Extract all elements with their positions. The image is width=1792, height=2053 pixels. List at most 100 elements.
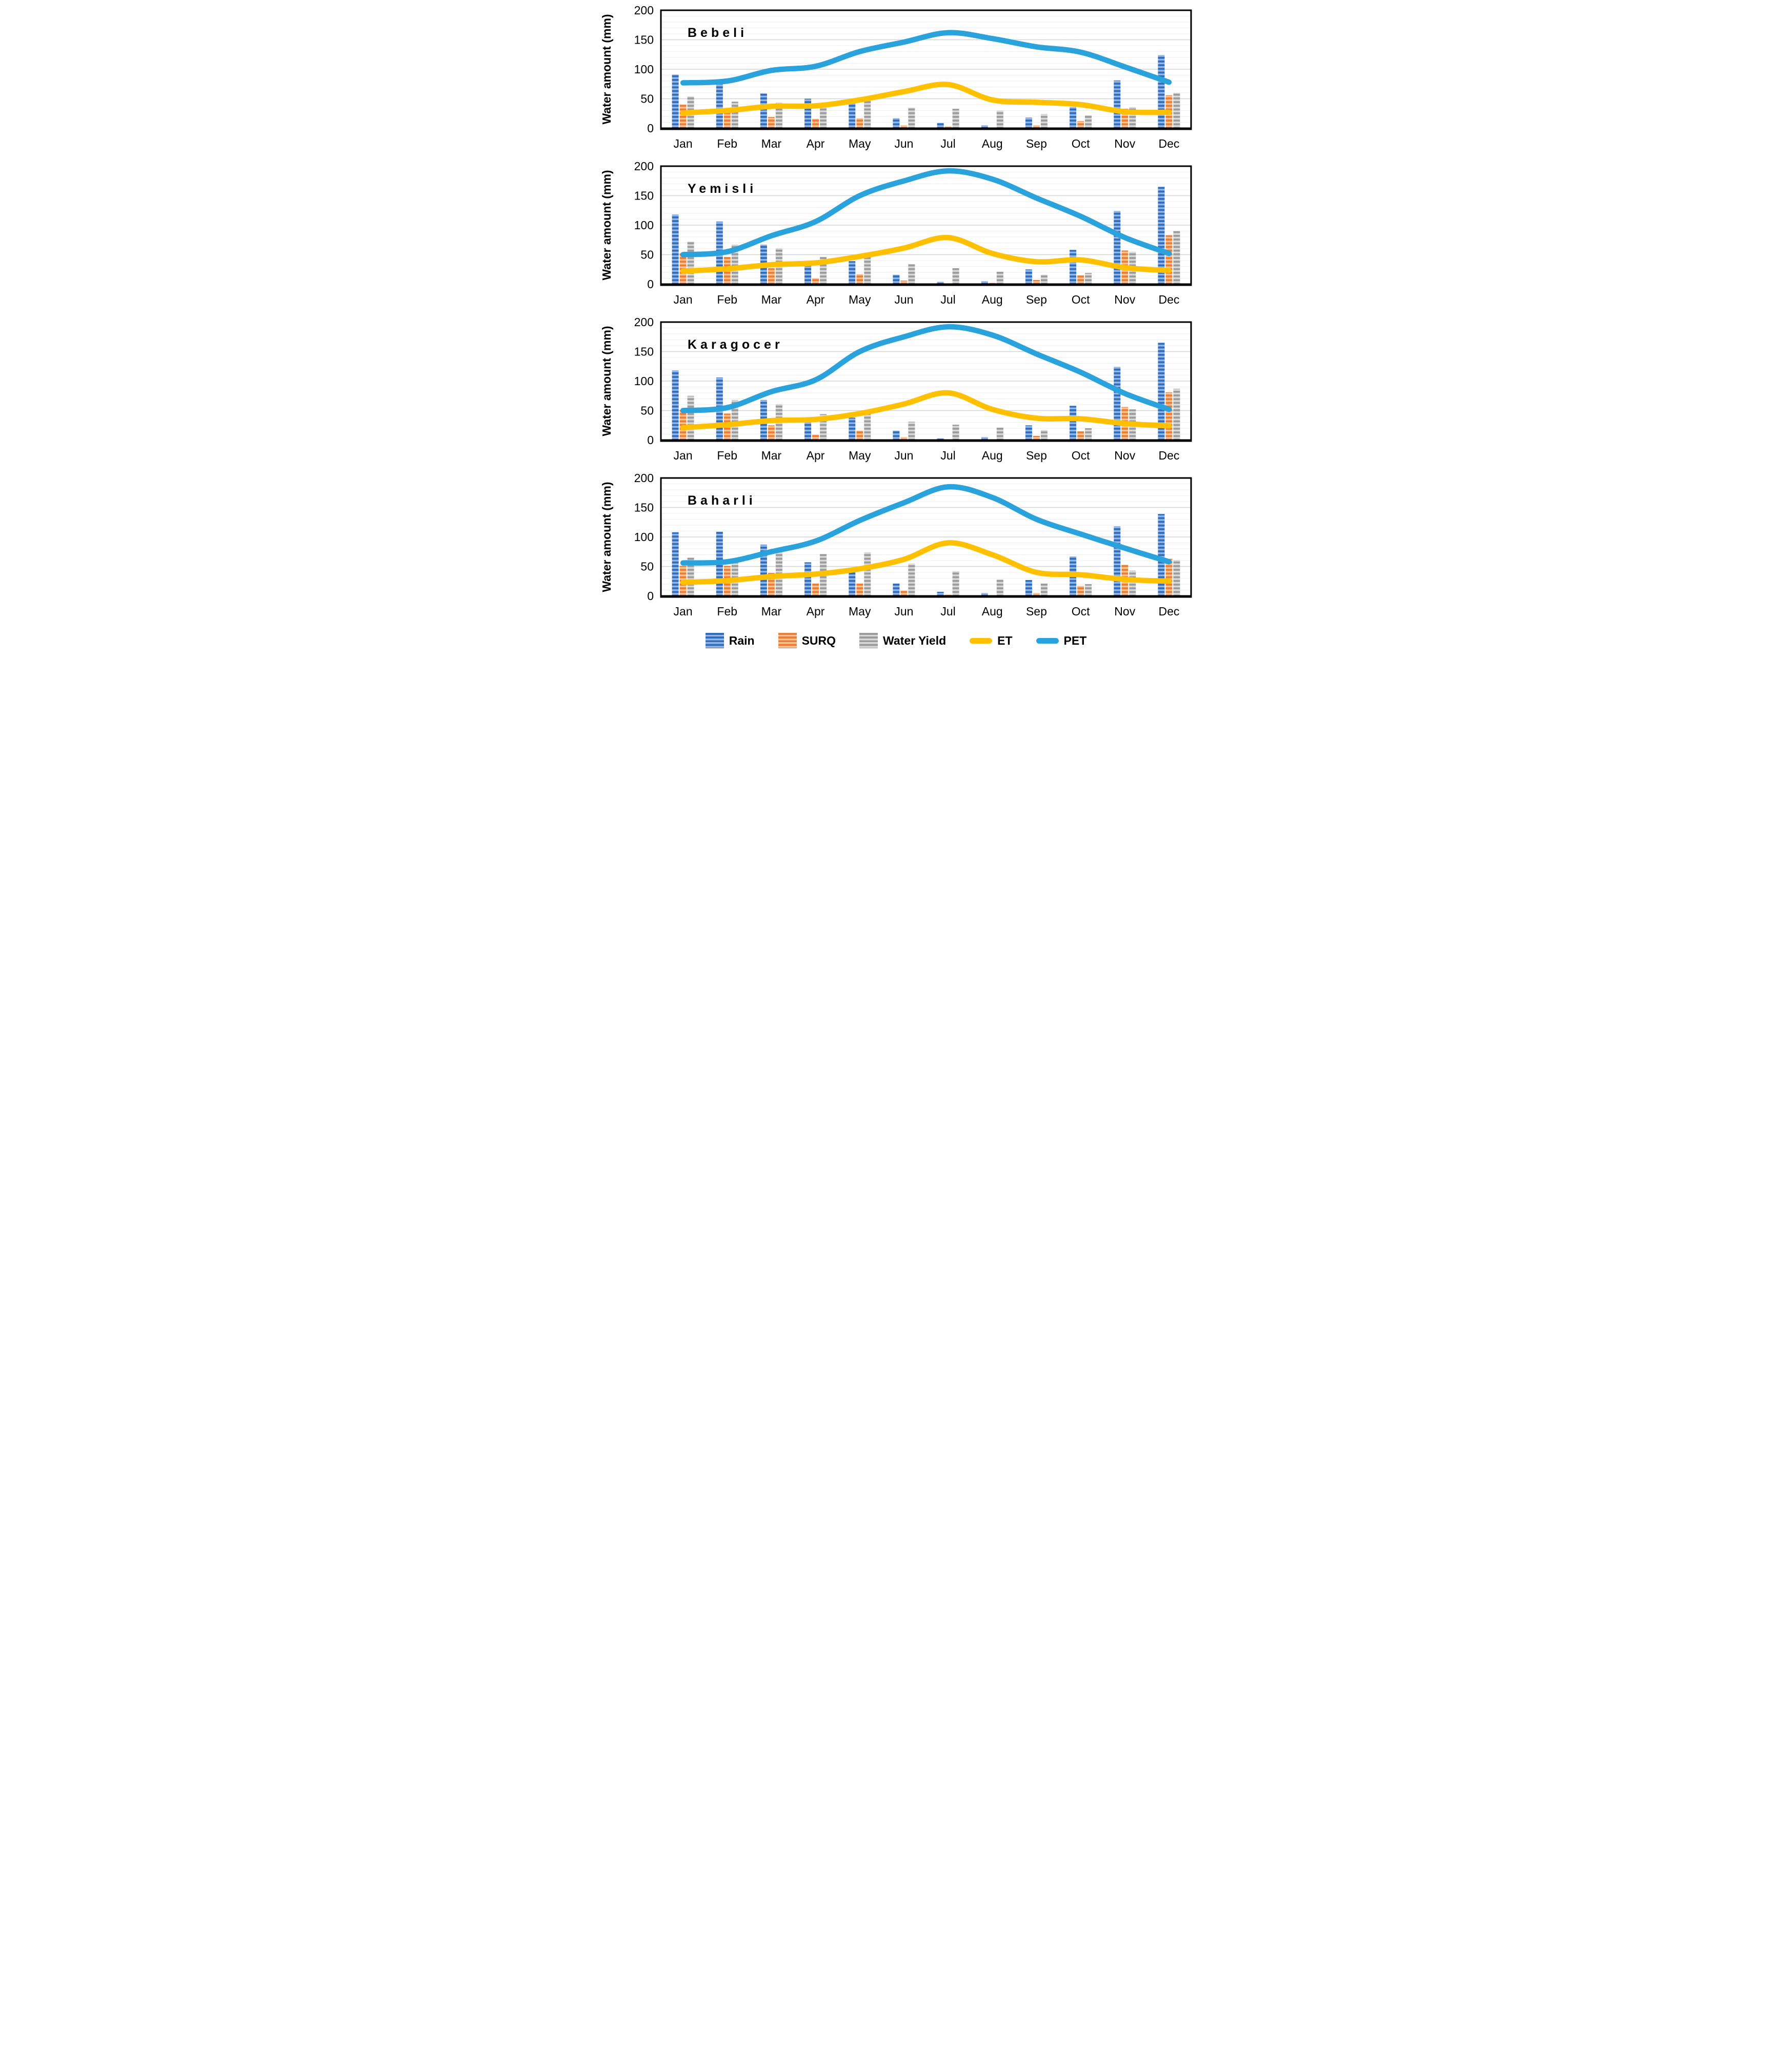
legend-item-rain: Rain bbox=[705, 633, 755, 648]
month-label-sep: Sep bbox=[1026, 605, 1047, 618]
legend-swatch-pet bbox=[1036, 637, 1059, 644]
bar-rain-dec bbox=[1158, 514, 1165, 596]
bar-water-yield-oct bbox=[1085, 115, 1092, 128]
bar-surq-mar bbox=[768, 268, 775, 284]
bar-surq-dec bbox=[1165, 235, 1173, 285]
legend-label: ET bbox=[997, 633, 1013, 647]
bar-water-yield-feb bbox=[731, 400, 738, 440]
bar-water-yield-feb bbox=[731, 244, 738, 284]
month-label-jul: Jul bbox=[940, 137, 955, 150]
chart-panel-3: 0 50 100 150 200 Jan Feb Mar Apr May Jun Jul Aug Sep O… bbox=[597, 317, 1195, 463]
bar-rain-jan bbox=[672, 532, 679, 596]
bar-water-yield-jun bbox=[908, 422, 915, 440]
month-label-dec: Dec bbox=[1158, 293, 1179, 306]
month-label-jan: Jan bbox=[674, 293, 693, 306]
month-label-sep: Sep bbox=[1026, 137, 1047, 150]
y-tick-label: 100 bbox=[634, 374, 654, 388]
bar-water-yield-aug bbox=[996, 271, 1003, 284]
bar-water-yield-jun bbox=[908, 107, 915, 129]
bar-water-yield-aug bbox=[996, 427, 1003, 440]
month-label-apr: Apr bbox=[807, 137, 825, 150]
month-label-jun: Jun bbox=[894, 605, 913, 618]
bar-rain-feb bbox=[716, 80, 723, 128]
bar-surq-sep bbox=[1033, 280, 1040, 284]
month-label-sep: Sep bbox=[1026, 293, 1047, 306]
bar-rain-oct bbox=[1070, 250, 1077, 284]
bar-surq-may bbox=[856, 118, 863, 128]
y-tick-label: 150 bbox=[634, 33, 654, 47]
y-tick-label: 100 bbox=[634, 530, 654, 544]
bar-water-yield-aug bbox=[996, 579, 1003, 596]
month-label-oct: Oct bbox=[1072, 137, 1090, 150]
month-label-aug: Aug bbox=[982, 293, 1003, 306]
bar-surq-jun bbox=[900, 125, 908, 129]
y-tick-label: 50 bbox=[640, 404, 654, 417]
bar-water-yield-oct bbox=[1085, 273, 1092, 285]
bar-surq-oct bbox=[1077, 275, 1084, 285]
bar-water-yield-jan bbox=[687, 557, 694, 596]
chart-svg-bebeli: 0 50 100 150 200 Jan Feb Mar Apr May Jun Jul Aug Sep O… bbox=[600, 5, 1192, 150]
month-label-apr: Apr bbox=[807, 449, 825, 462]
bar-rain-jan bbox=[672, 74, 679, 128]
bar-water-yield-may bbox=[864, 99, 871, 129]
month-label-mar: Mar bbox=[761, 293, 782, 306]
month-label-feb: Feb bbox=[717, 293, 737, 306]
bar-rain-jun bbox=[893, 274, 900, 284]
bar-rain-mar bbox=[760, 544, 767, 596]
line-et bbox=[680, 390, 1172, 431]
month-label-apr: Apr bbox=[807, 605, 825, 618]
bar-water-yield-apr bbox=[820, 103, 827, 128]
bar-rain-jun bbox=[893, 118, 900, 128]
y-tick-label: 100 bbox=[634, 63, 654, 76]
bar-rain-jun bbox=[893, 430, 900, 440]
bar-rain-aug bbox=[981, 125, 988, 129]
y-tick-label: 0 bbox=[647, 589, 654, 603]
legend-swatch-et bbox=[970, 637, 993, 644]
month-label-mar: Mar bbox=[761, 449, 782, 462]
bar-water-yield-mar bbox=[775, 550, 782, 596]
month-label-jun: Jun bbox=[894, 137, 913, 150]
month-label-feb: Feb bbox=[717, 449, 737, 462]
bar-water-yield-dec bbox=[1173, 231, 1180, 284]
legend-label: PET bbox=[1063, 633, 1087, 647]
month-label-aug: Aug bbox=[982, 137, 1003, 150]
bar-water-yield-jul bbox=[952, 571, 959, 596]
bar-rain-nov bbox=[1114, 526, 1121, 596]
month-label-jan: Jan bbox=[674, 605, 693, 618]
y-tick-label: 0 bbox=[647, 277, 654, 291]
legend-item-et: ET bbox=[970, 633, 1013, 648]
bar-surq-may bbox=[856, 430, 863, 440]
bar-water-yield-mar bbox=[775, 103, 782, 129]
bar-rain-dec bbox=[1158, 55, 1165, 129]
y-tick-label: 50 bbox=[640, 92, 654, 106]
bar-rain-nov bbox=[1114, 211, 1121, 284]
bar-rain-sep bbox=[1025, 117, 1032, 128]
bar-rain-mar bbox=[760, 93, 767, 128]
bar-rain-may bbox=[849, 567, 856, 596]
bar-surq-dec bbox=[1165, 392, 1173, 440]
legend-label: Rain bbox=[729, 633, 755, 647]
bar-water-yield-dec bbox=[1173, 93, 1180, 128]
bar-rain-may bbox=[849, 261, 856, 285]
line-pet bbox=[680, 30, 1172, 86]
month-label-jun: Jun bbox=[894, 293, 913, 306]
figure: 0 50 100 150 200 Jan Feb Mar Apr May Jun Jul Aug Sep O… bbox=[597, 0, 1195, 657]
y-tick-label: 150 bbox=[634, 345, 654, 358]
bar-surq-feb bbox=[723, 112, 731, 128]
y-tick-label: 0 bbox=[647, 122, 654, 135]
y-tick-label: 50 bbox=[640, 560, 654, 573]
legend-item-surq: SURQ bbox=[778, 633, 836, 648]
bar-water-yield-sep bbox=[1040, 583, 1048, 596]
line-et bbox=[680, 82, 1172, 116]
y-tick-label: 200 bbox=[634, 5, 654, 17]
bar-water-yield-sep bbox=[1040, 114, 1048, 128]
y-tick-label: 200 bbox=[634, 473, 654, 485]
bar-surq-may bbox=[856, 274, 863, 284]
bar-water-yield-jan bbox=[687, 395, 694, 441]
bars-water-yield bbox=[687, 550, 1180, 596]
y-tick-label: 50 bbox=[640, 248, 654, 262]
bar-rain-apr bbox=[804, 422, 812, 440]
bar-water-yield-oct bbox=[1085, 428, 1092, 440]
bar-water-yield-feb bbox=[731, 102, 738, 129]
bar-surq-sep bbox=[1033, 593, 1040, 596]
